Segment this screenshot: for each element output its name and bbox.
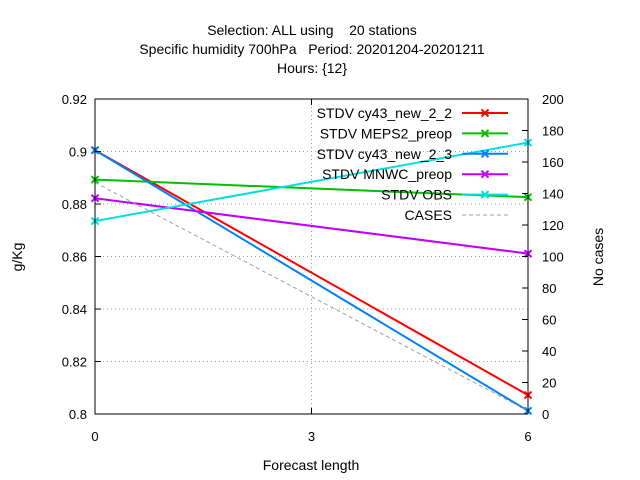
legend-label-4: STDV OBS bbox=[381, 187, 452, 203]
y-tick-label-0: 0.8 bbox=[69, 407, 87, 422]
y2-tick-label-7: 140 bbox=[542, 187, 564, 202]
y2-tick-label-0: 0 bbox=[542, 407, 549, 422]
y2-tick-label-3: 60 bbox=[542, 313, 556, 328]
legend-label-1: STDV MEPS2_preop bbox=[320, 125, 452, 141]
legend-marker-1 bbox=[480, 129, 490, 138]
series-line-3 bbox=[94, 197, 529, 255]
legend-marker-3 bbox=[480, 169, 490, 179]
y2-axis-label: No cases bbox=[590, 228, 606, 286]
legend-label-0: STDV cy43_new_2_2 bbox=[317, 105, 453, 121]
chart-title: Selection: ALL using 20 stations Specifi… bbox=[139, 22, 485, 76]
legend-marker-4 bbox=[480, 190, 490, 199]
legend-marker-2 bbox=[480, 149, 490, 159]
legend-marker-0-b bbox=[480, 108, 490, 118]
series-line-2 bbox=[94, 149, 529, 412]
y-tick-label-1: 0.82 bbox=[62, 355, 87, 370]
ticks: 0.80.820.840.860.880.90.9202040608010012… bbox=[62, 92, 564, 444]
legend-marker-2-b bbox=[480, 149, 490, 159]
y2-tick-label-4: 80 bbox=[542, 281, 556, 296]
y-axis-label: g/Kg bbox=[9, 243, 25, 272]
x-tick-label-0: 0 bbox=[91, 429, 98, 444]
legend-marker-0 bbox=[480, 108, 490, 118]
x-tick-label-1: 3 bbox=[308, 429, 315, 444]
legend: STDV cy43_new_2_2 STDV MEPS2_preop STDV cy… bbox=[317, 105, 508, 223]
y-tick-label-3: 0.86 bbox=[62, 250, 87, 265]
series-layer bbox=[90, 138, 533, 416]
legend-marker-1-b bbox=[480, 129, 490, 138]
legend-marker-4-b bbox=[480, 190, 490, 199]
title-line-2: Specific humidity 700hPa Period: 2020120… bbox=[139, 41, 485, 57]
y2-tick-label-10: 200 bbox=[542, 92, 564, 107]
x-tick-label-2: 6 bbox=[524, 429, 531, 444]
y2-tick-label-8: 160 bbox=[542, 155, 564, 170]
series-line-4 bbox=[94, 141, 529, 223]
legend-label-3: STDV MNWC_preop bbox=[322, 166, 452, 182]
series-line-1 bbox=[94, 178, 529, 199]
grid bbox=[95, 99, 528, 414]
y2-tick-label-5: 100 bbox=[542, 250, 564, 265]
y2-tick-label-2: 40 bbox=[542, 344, 556, 359]
y2-tick-label-1: 20 bbox=[542, 376, 556, 391]
y-tick-label-2: 0.84 bbox=[62, 302, 87, 317]
series-line-5 bbox=[94, 182, 529, 412]
title-line-1: Selection: ALL using 20 stations bbox=[207, 22, 417, 38]
y2-tick-label-6: 120 bbox=[542, 218, 564, 233]
x-axis-label: Forecast length bbox=[263, 457, 360, 473]
title-line-3: Hours: {12} bbox=[277, 60, 347, 76]
legend-label-5: CASES bbox=[405, 207, 452, 223]
y-tick-label-6: 0.92 bbox=[62, 92, 87, 107]
legend-marker-3-b bbox=[480, 169, 490, 179]
legend-label-2: STDV cy43_new_2_3 bbox=[317, 146, 453, 162]
y2-tick-label-9: 180 bbox=[542, 124, 564, 139]
y-tick-label-5: 0.9 bbox=[69, 145, 87, 160]
series-line-0 bbox=[94, 149, 529, 396]
y-tick-label-4: 0.88 bbox=[62, 197, 87, 212]
